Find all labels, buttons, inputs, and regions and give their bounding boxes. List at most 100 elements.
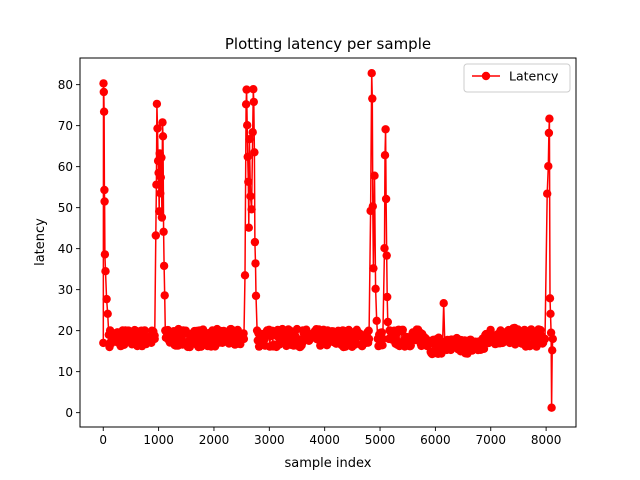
data-point <box>99 87 109 97</box>
data-point <box>103 309 112 318</box>
data-point <box>383 292 392 302</box>
axis-ticks: 0 1000 2000 3000 4000 5000 6000 7000 8000 0 10 20 30… <box>58 78 562 447</box>
data-point <box>382 251 391 260</box>
x-tick-label: 2000 <box>199 433 230 447</box>
data-point <box>380 151 390 160</box>
data-point <box>547 403 556 412</box>
data-point <box>540 334 550 344</box>
legend: Latency <box>463 63 571 93</box>
data-point <box>99 338 108 348</box>
x-tick-label: 1000 <box>143 433 174 447</box>
data-point <box>243 152 252 161</box>
data-point <box>545 114 554 123</box>
data-point <box>251 259 260 268</box>
legend-entry-latency: Latency <box>509 69 559 84</box>
data-point <box>377 328 386 337</box>
data-point <box>244 223 253 232</box>
data-point <box>380 244 389 253</box>
data-point <box>157 213 167 222</box>
data-point <box>248 128 257 137</box>
y-tick-label: 20 <box>58 324 73 338</box>
data-point <box>152 180 161 189</box>
data-point <box>378 334 387 344</box>
data-point <box>100 250 110 259</box>
data-point <box>140 326 149 335</box>
x-tick-label: 5000 <box>365 433 396 447</box>
axes-frame <box>79 57 577 428</box>
data-point <box>369 264 378 273</box>
y-tick-label: 40 <box>58 242 73 256</box>
data-point <box>372 316 381 325</box>
plot-area <box>99 69 557 412</box>
y-tick-label: 10 <box>58 365 73 379</box>
data-point <box>247 205 256 214</box>
x-axis-label: sample index <box>285 456 372 471</box>
x-tick-label: 8000 <box>531 433 562 447</box>
data-point <box>99 79 108 88</box>
data-point <box>322 341 332 350</box>
data-point <box>383 317 392 327</box>
data-point <box>242 85 251 94</box>
data-point <box>544 128 554 138</box>
data-point <box>241 100 251 109</box>
data-point <box>100 185 109 195</box>
data-point <box>151 231 160 240</box>
data-point <box>381 125 390 134</box>
y-tick-label: 60 <box>58 160 73 174</box>
data-point <box>546 309 555 318</box>
data-point <box>371 284 380 293</box>
data-point <box>406 341 415 350</box>
y-tick-label: 70 <box>58 119 73 133</box>
data-point <box>160 291 169 300</box>
chart-title: Plotting latency per sample <box>225 35 431 53</box>
x-tick-label: 7000 <box>475 433 506 447</box>
data-point <box>102 294 111 304</box>
x-tick-label: 4000 <box>309 433 340 447</box>
data-point <box>158 132 168 141</box>
data-point <box>243 121 252 130</box>
data-point <box>99 107 109 116</box>
data-point <box>249 97 258 107</box>
data-point <box>156 189 165 198</box>
data-point <box>101 267 110 276</box>
data-point <box>244 177 253 186</box>
y-axis-label: latency <box>33 218 48 266</box>
data-point <box>378 341 387 350</box>
data-point <box>245 135 254 144</box>
data-point <box>158 118 167 127</box>
data-point <box>548 334 557 344</box>
data-point <box>240 271 250 280</box>
data-point <box>545 294 555 303</box>
data-point <box>544 162 553 171</box>
data-point <box>364 326 373 335</box>
data-point <box>543 189 552 198</box>
data-point <box>246 192 255 201</box>
data-point <box>364 334 374 344</box>
data-point <box>152 99 162 109</box>
data-point <box>159 227 168 236</box>
data-point <box>370 171 379 180</box>
data-point <box>439 299 448 308</box>
data-point <box>157 153 166 162</box>
y-tick-label: 0 <box>65 406 73 420</box>
y-tick-label: 50 <box>58 201 73 215</box>
data-point <box>548 346 557 355</box>
legend-box <box>463 63 571 93</box>
data-point <box>381 194 391 204</box>
data-point <box>250 237 260 247</box>
data-point <box>159 261 169 271</box>
y-tick-label: 80 <box>58 78 73 92</box>
data-point <box>251 291 261 300</box>
data-point <box>368 202 377 211</box>
data-point <box>100 197 109 206</box>
data-point <box>398 325 407 334</box>
x-tick-label: 3000 <box>254 433 285 447</box>
data-point <box>250 148 259 157</box>
x-tick-label: 6000 <box>420 433 451 447</box>
data-point <box>368 94 377 103</box>
x-tick-label: 0 <box>99 433 107 447</box>
data-point <box>249 85 258 94</box>
data-point <box>150 334 159 344</box>
data-point <box>156 173 165 182</box>
